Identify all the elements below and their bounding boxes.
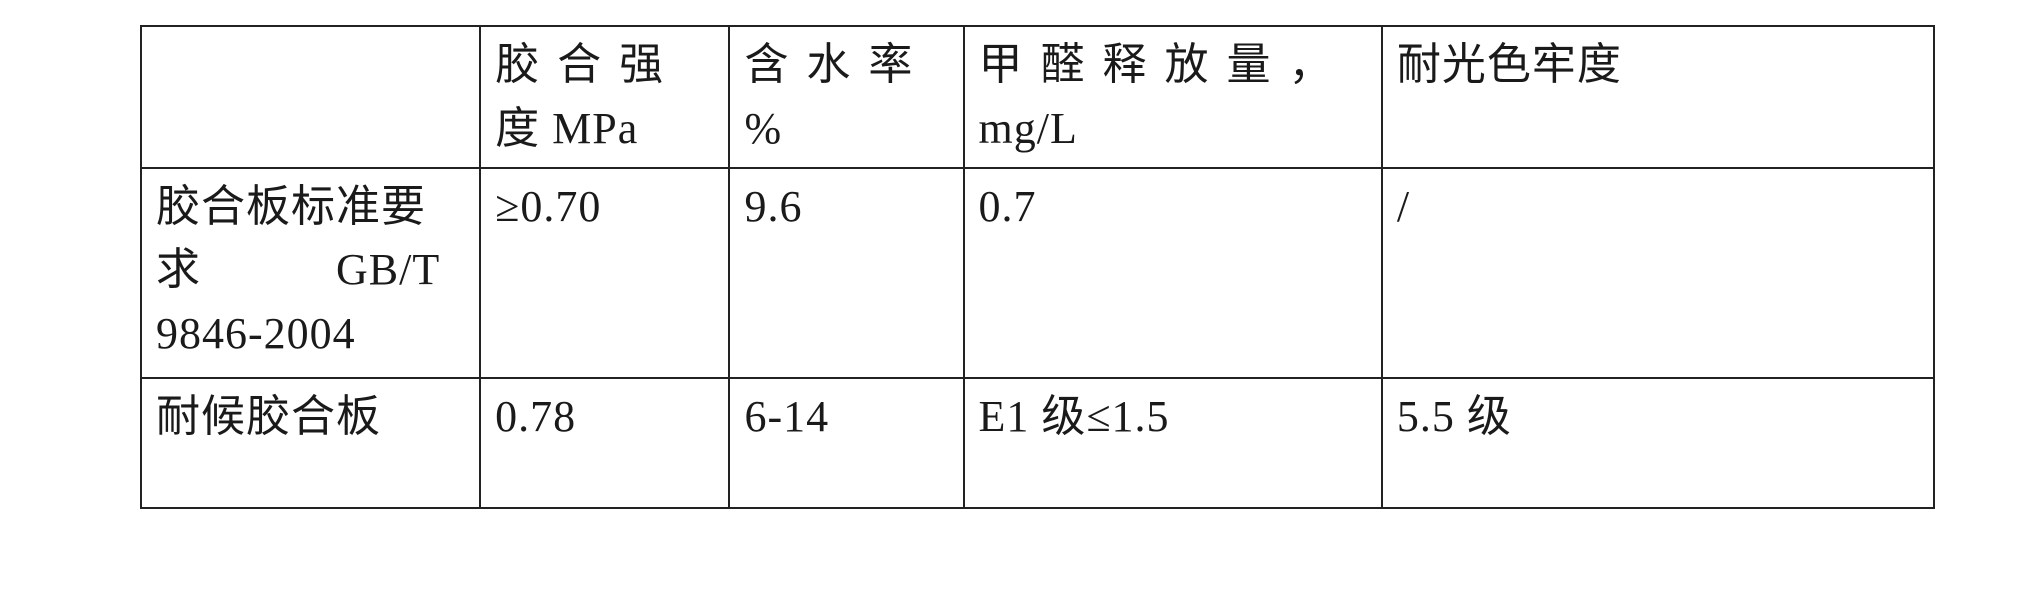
row1-label-l3: 9846-2004 bbox=[156, 302, 469, 366]
header-formaldehyde: 甲醛释放量， mg/L bbox=[964, 26, 1382, 168]
header-moisture: 含水率 % bbox=[729, 26, 963, 168]
spec-table: 胶合强 度 MPa 含水率 % 甲醛释放量， mg/L 耐光色牢度 胶合板标准要… bbox=[140, 25, 1935, 509]
header-moisture-l2: % bbox=[744, 97, 952, 161]
row2-moisture: 6-14 bbox=[729, 378, 963, 508]
header-bond-strength-l2: 度 MPa bbox=[495, 97, 718, 161]
row2-label-l1: 耐候胶合板 bbox=[156, 385, 469, 449]
header-bond-strength-l1: 胶合强 bbox=[495, 33, 718, 97]
table-row: 胶合板标准要 求 GB/T 9846-2004 ≥0.70 9.6 0.7 / bbox=[141, 168, 1934, 378]
page: 胶合强 度 MPa 含水率 % 甲醛释放量， mg/L 耐光色牢度 胶合板标准要… bbox=[0, 0, 2035, 591]
table-row: 耐候胶合板 0.78 6-14 E1 级≤1.5 5.5 级 bbox=[141, 378, 1934, 508]
row1-formaldehyde: 0.7 bbox=[964, 168, 1382, 378]
row2-lightfastness: 5.5 级 bbox=[1382, 378, 1934, 508]
row1-lightfastness: / bbox=[1382, 168, 1934, 378]
row1-bond-strength: ≥0.70 bbox=[480, 168, 729, 378]
header-formaldehyde-l1: 甲醛释放量， bbox=[979, 33, 1371, 97]
row2-label: 耐候胶合板 bbox=[141, 378, 480, 508]
header-moisture-l1: 含水率 bbox=[744, 33, 952, 97]
header-lightfastness-l1: 耐光色牢度 bbox=[1397, 40, 1622, 89]
header-formaldehyde-l2: mg/L bbox=[979, 97, 1371, 161]
header-bond-strength: 胶合强 度 MPa bbox=[480, 26, 729, 168]
row1-label: 胶合板标准要 求 GB/T 9846-2004 bbox=[141, 168, 480, 378]
row2-bond-strength: 0.78 bbox=[480, 378, 729, 508]
row1-moisture: 9.6 bbox=[729, 168, 963, 378]
table-header-row: 胶合强 度 MPa 含水率 % 甲醛释放量， mg/L 耐光色牢度 bbox=[141, 26, 1934, 168]
row2-formaldehyde: E1 级≤1.5 bbox=[964, 378, 1382, 508]
row1-label-l2: 求 GB/T bbox=[156, 238, 469, 302]
header-blank bbox=[141, 26, 480, 168]
row1-label-l1: 胶合板标准要 bbox=[156, 175, 469, 239]
header-lightfastness: 耐光色牢度 bbox=[1382, 26, 1934, 168]
